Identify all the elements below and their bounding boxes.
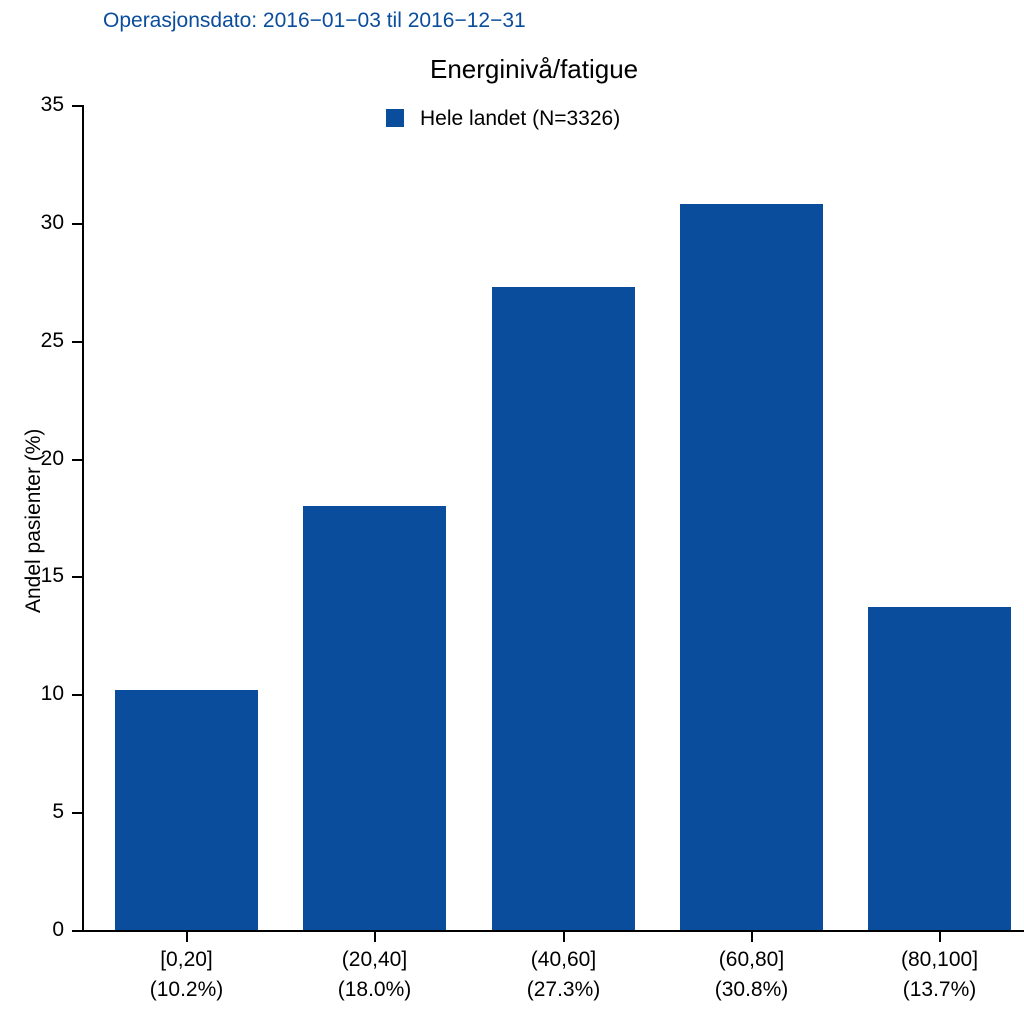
x-tick-percent: (18.0%) [295,978,455,1002]
y-tick-label: 15 [22,564,64,588]
legend-swatch [386,109,404,127]
chart-title: Energinivå/fatigue [430,54,638,85]
y-tick-mark [72,223,82,225]
bar [868,607,1011,930]
x-tick-percent: (27.3%) [484,978,644,1002]
y-tick-mark [72,812,82,814]
y-tick-label: 5 [22,800,64,824]
x-tick-percent: (13.7%) [860,978,1020,1002]
y-axis-line [82,105,84,930]
x-tick-mark [751,932,753,942]
x-tick-category: (40,60] [484,948,644,972]
x-tick-category: (80,100] [860,948,1020,972]
x-axis-line [82,930,1024,932]
x-tick-percent: (30.8%) [672,978,832,1002]
x-tick-mark [186,932,188,942]
bar [115,690,258,930]
x-tick-mark [939,932,941,942]
x-tick-category: (60,80] [672,948,832,972]
legend-label: Hele landet (N=3326) [420,107,620,131]
bar [492,287,635,931]
y-tick-label: 0 [22,918,64,942]
y-tick-mark [72,341,82,343]
y-tick-mark [72,694,82,696]
x-tick-category: (20,40] [295,948,455,972]
bar [303,506,446,930]
y-tick-label: 30 [22,211,64,235]
y-tick-mark [72,105,82,107]
bar [680,204,823,930]
y-tick-mark [72,459,82,461]
x-tick-category: [0,20] [107,948,267,972]
x-tick-mark [563,932,565,942]
y-tick-mark [72,576,82,578]
y-tick-label: 20 [22,447,64,471]
y-tick-label: 25 [22,329,64,353]
y-tick-label: 35 [22,93,64,117]
subtitle-text: Operasjonsdato: 2016−01−03 til 2016−12−3… [103,9,526,33]
y-tick-label: 10 [22,682,64,706]
x-tick-mark [374,932,376,942]
x-tick-percent: (10.2%) [107,978,267,1002]
y-tick-mark [72,930,82,932]
